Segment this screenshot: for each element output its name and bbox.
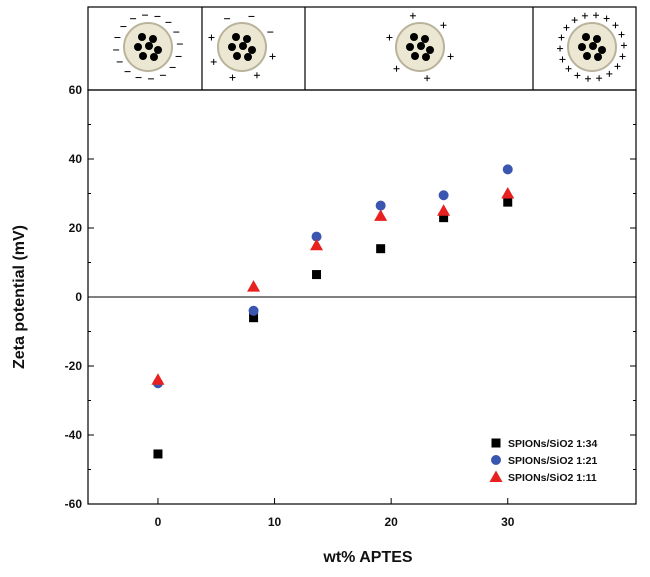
core-dot xyxy=(583,52,591,60)
core-dot xyxy=(233,52,241,60)
core-dot xyxy=(598,46,606,54)
core-dot xyxy=(426,46,434,54)
marker xyxy=(310,238,324,251)
core-dot xyxy=(582,33,590,41)
marker xyxy=(151,373,165,385)
y-tick-label: 0 xyxy=(75,290,82,304)
x-tick-label: 20 xyxy=(384,515,398,529)
y-axis-title: Zeta potential (mV) xyxy=(11,225,28,369)
y-tick-label: -40 xyxy=(65,428,83,442)
y-tick-label: 20 xyxy=(69,221,83,235)
marker xyxy=(249,313,259,323)
y-tick-label: 60 xyxy=(69,83,83,97)
y-tick-label: -60 xyxy=(65,497,83,511)
marker xyxy=(439,213,449,223)
core-dot xyxy=(154,46,162,54)
marker xyxy=(311,231,322,242)
marker xyxy=(153,449,163,459)
core-dot xyxy=(145,42,153,50)
core-dot xyxy=(248,46,256,54)
marker xyxy=(503,197,513,207)
core-dot xyxy=(244,53,252,61)
x-axis-title: wt% APTES xyxy=(322,549,413,566)
legend-label: SPIONs/SiO2 1:21 xyxy=(508,455,597,467)
marker xyxy=(501,187,515,199)
core-dot xyxy=(138,33,146,41)
core-dot xyxy=(594,53,602,61)
marker xyxy=(491,438,501,448)
core-dot xyxy=(406,43,414,51)
core-dot xyxy=(228,43,236,51)
marker xyxy=(376,244,386,254)
core-dot xyxy=(243,35,251,43)
core-dot xyxy=(149,35,157,43)
core-dot xyxy=(417,42,425,50)
core-dot xyxy=(593,35,601,43)
marker xyxy=(502,164,513,175)
marker xyxy=(438,190,449,201)
core-dot xyxy=(150,53,158,61)
core-dot xyxy=(411,52,419,60)
marker xyxy=(247,280,261,292)
core-dot xyxy=(422,53,430,61)
y-tick-label: -20 xyxy=(65,359,83,373)
legend-label: SPIONs/SiO2 1:34 xyxy=(508,438,597,450)
core-dot xyxy=(578,43,586,51)
marker xyxy=(437,204,451,216)
marker xyxy=(374,209,388,221)
y-tick-label: 40 xyxy=(69,152,83,166)
core-dot xyxy=(139,52,147,60)
schematic-panel xyxy=(87,6,637,91)
x-tick-label: 30 xyxy=(501,515,515,529)
marker xyxy=(489,470,503,482)
marker xyxy=(375,200,386,211)
core-dot xyxy=(589,42,597,50)
legend-label: SPIONs/SiO2 1:11 xyxy=(508,472,597,484)
marker xyxy=(312,270,322,280)
core-dot xyxy=(134,43,142,51)
core-dot xyxy=(410,33,418,41)
x-tick-label: 0 xyxy=(155,515,162,529)
marker xyxy=(491,455,501,465)
marker xyxy=(248,305,259,316)
core-dot xyxy=(239,42,247,50)
core-dot xyxy=(232,33,240,41)
core-dot xyxy=(421,35,429,43)
x-tick-label: 10 xyxy=(268,515,282,529)
